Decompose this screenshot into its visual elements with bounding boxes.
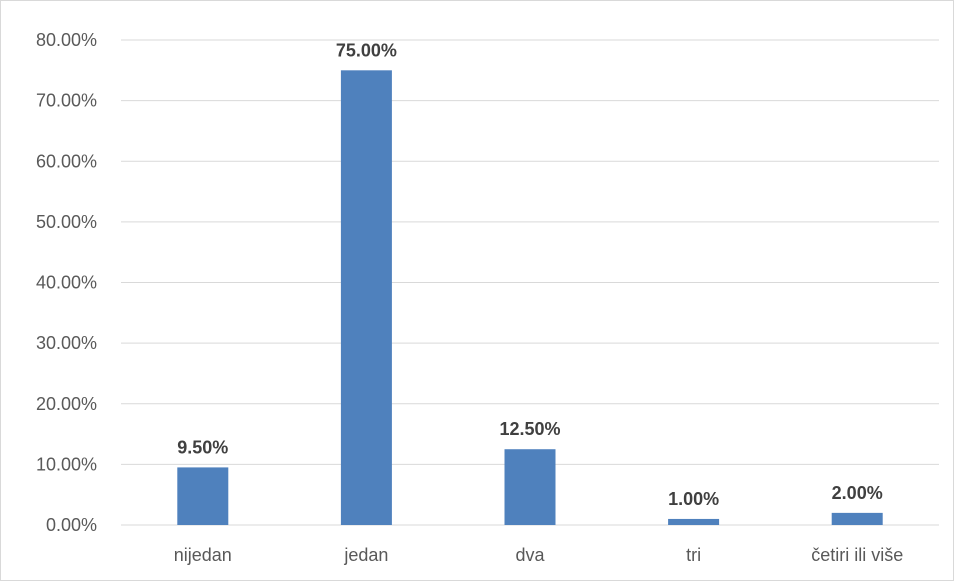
y-tick-label: 60.00% bbox=[36, 151, 97, 171]
x-tick-label: četiri ili više bbox=[811, 545, 903, 565]
x-tick-label: nijedan bbox=[174, 545, 232, 565]
x-tick-label: tri bbox=[686, 545, 701, 565]
y-tick-label: 50.00% bbox=[36, 212, 97, 232]
bar-2 bbox=[504, 449, 556, 525]
x-tick-label: dva bbox=[515, 545, 545, 565]
bar-1 bbox=[340, 70, 392, 525]
y-tick-label: 30.00% bbox=[36, 333, 97, 353]
y-tick-label: 80.00% bbox=[36, 30, 97, 50]
bar-4 bbox=[831, 512, 883, 525]
y-tick-label: 20.00% bbox=[36, 394, 97, 414]
y-tick-label: 10.00% bbox=[36, 454, 97, 474]
y-tick-label: 40.00% bbox=[36, 273, 97, 293]
data-label: 2.00% bbox=[832, 483, 883, 503]
bar-0 bbox=[177, 467, 229, 525]
data-label: 9.50% bbox=[177, 437, 228, 457]
y-tick-label: 0.00% bbox=[46, 515, 97, 535]
x-tick-label: jedan bbox=[343, 545, 388, 565]
bars bbox=[177, 70, 883, 525]
x-axis-tick-labels: nijedan jedan dva tri četiri ili više bbox=[174, 545, 903, 565]
y-axis-tick-labels: 0.00% 10.00% 20.00% 30.00% 40.00% 50.00% 60.00… bbox=[36, 30, 97, 535]
bar-3 bbox=[668, 518, 720, 525]
y-tick-label: 70.00% bbox=[36, 91, 97, 111]
gridlines bbox=[121, 39, 939, 526]
data-label: 75.00% bbox=[336, 40, 397, 60]
data-label: 12.50% bbox=[499, 419, 560, 439]
data-label: 1.00% bbox=[668, 489, 719, 509]
data-labels: 9.50% 75.00% 12.50% 1.00% 2.00% bbox=[177, 40, 882, 509]
